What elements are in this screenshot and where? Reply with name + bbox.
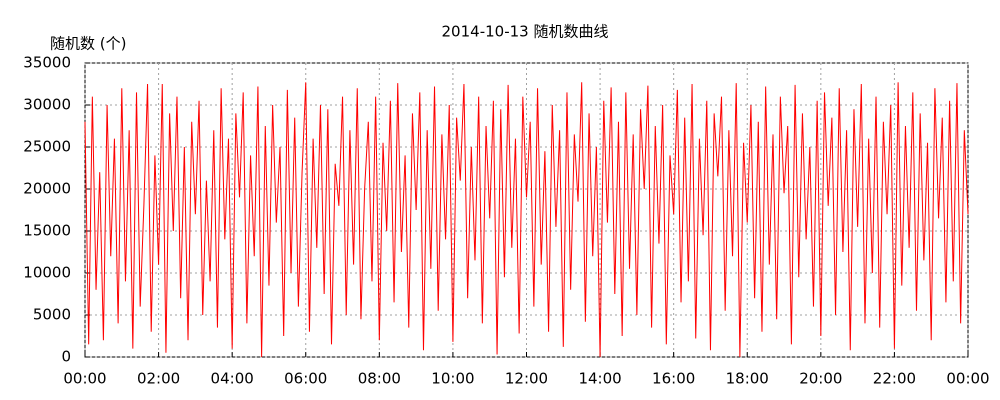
data-line bbox=[84, 82, 969, 358]
x-tick-label: 16:00 bbox=[652, 370, 695, 388]
x-tick-label: 00:00 bbox=[63, 370, 106, 388]
y-tick-label: 0 bbox=[61, 348, 71, 366]
x-tick-label: 08:00 bbox=[358, 370, 401, 388]
x-tick-label: 22:00 bbox=[873, 370, 916, 388]
x-tick-label: 20:00 bbox=[799, 370, 842, 388]
x-tick-label: 06:00 bbox=[284, 370, 327, 388]
x-tick-label: 00:00 bbox=[946, 370, 989, 388]
y-tick-label: 5000 bbox=[33, 306, 71, 324]
y-tick-label: 20000 bbox=[23, 180, 71, 198]
x-tick-label: 18:00 bbox=[726, 370, 769, 388]
x-tick-label: 02:00 bbox=[137, 370, 180, 388]
x-tick-label: 14:00 bbox=[578, 370, 621, 388]
x-tick-label: 12:00 bbox=[505, 370, 548, 388]
y-tick-label: 30000 bbox=[23, 96, 71, 114]
y-tick-label: 25000 bbox=[23, 138, 71, 156]
y-tick-label: 35000 bbox=[23, 54, 71, 72]
chart-title: 2014-10-13 随机数曲线 bbox=[442, 23, 609, 41]
x-tick-label: 04:00 bbox=[211, 370, 254, 388]
y-tick-label: 15000 bbox=[23, 222, 71, 240]
y-tick-label: 10000 bbox=[23, 264, 71, 282]
y-axis-label: 随机数 (个) bbox=[50, 35, 126, 53]
x-tick-label: 10:00 bbox=[431, 370, 474, 388]
